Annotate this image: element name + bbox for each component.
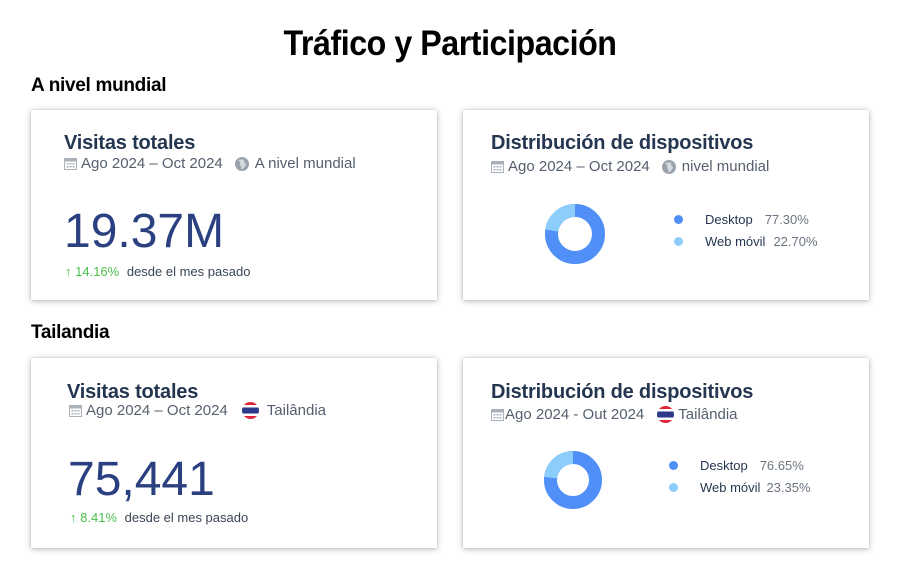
device-distribution-card-global: Distribución de dispositivos Ago 2024 – … [463,110,869,300]
card-title: Distribución de dispositivos [491,132,754,154]
device-distribution-card-thailand: Distribución de dispositivos Ago 2024 - … [463,358,869,548]
total-visits-card-global: Visitas totales Ago 2024 – Oct 2024 A ni… [31,110,437,300]
legend-label: Desktop [705,211,753,227]
legend-label: Desktop [700,457,748,473]
calendar-icon [69,404,82,417]
legend-item-mobile: Web móvil 22.70% [674,230,818,252]
change-percent: 14.16% [75,264,120,279]
device-legend: Desktop 77.30% Web móvil 22.70% [674,208,818,252]
legend-label: Web móvil [705,233,766,249]
total-visits-value: 19.37M [64,205,225,258]
total-visits-value: 75,441 [68,453,215,506]
globe-icon [661,159,676,174]
legend-dot-icon [669,460,678,470]
legend-value: 23.35% [766,479,811,495]
legend-item-mobile: Web móvil 23.35% [669,476,811,498]
legend-dot-icon [674,214,683,224]
region-label: A nivel mundial [254,155,356,172]
legend-dot-icon [669,482,678,492]
date-range: Ago 2024 – Oct 2024 [508,158,650,175]
date-range: Ago 2024 – Oct 2024 [86,402,228,419]
legend-value: 77.30% [764,211,809,227]
device-donut-chart [544,451,602,509]
calendar-icon [491,408,504,421]
card-meta: Ago 2024 - Out 2024 Tailândia [491,406,738,423]
legend-dot-icon [674,236,683,246]
card-title: Visitas totales [64,132,196,154]
region-label: nivel mundial [681,158,770,175]
arrow-up-icon: ↑ [65,264,72,279]
card-title: Visitas totales [67,381,199,403]
page-title: Tráfico y Participación [283,24,617,63]
region-label: Tailândia [266,402,326,419]
region-label: Tailândia [678,406,738,423]
date-range: Ago 2024 - Out 2024 [505,406,645,423]
change-percent: 8.41% [80,510,117,525]
total-visits-card-thailand: Visitas totales Ago 2024 – Oct 2024 Tail… [31,358,437,548]
arrow-up-icon: ↑ [70,510,77,525]
legend-value: 76.65% [759,457,804,473]
donut-slice-mobile [544,451,602,509]
section-label-global: A nivel mundial [31,75,167,96]
change-indicator: ↑ 14.16% desde el mes pasado [65,264,250,279]
card-meta: Ago 2024 – Oct 2024 Tailândia [69,402,326,419]
date-range: Ago 2024 – Oct 2024 [81,155,223,172]
card-meta: Ago 2024 – Oct 2024 nivel mundial [491,158,769,175]
thailand-flag-icon [657,406,675,423]
device-legend: Desktop 76.65% Web móvil 23.35% [669,454,811,498]
legend-value: 22.70% [773,233,818,249]
change-indicator: ↑ 8.41% desde el mes pasado [70,510,248,525]
change-text: desde el mes pasado [126,264,251,279]
calendar-icon [491,160,504,173]
device-donut-chart [545,203,605,264]
legend-item-desktop: Desktop 76.65% [669,454,811,476]
card-title: Distribución de dispositivos [491,381,754,403]
globe-icon [234,156,249,171]
calendar-icon [64,157,77,170]
section-label-thailand: Tailandia [31,322,110,343]
thailand-flag-icon [241,402,259,419]
legend-label: Web móvil [700,479,761,495]
legend-item-desktop: Desktop 77.30% [674,208,818,230]
card-meta: Ago 2024 – Oct 2024 A nivel mundial [64,155,356,172]
change-text: desde el mes pasado [124,510,249,525]
